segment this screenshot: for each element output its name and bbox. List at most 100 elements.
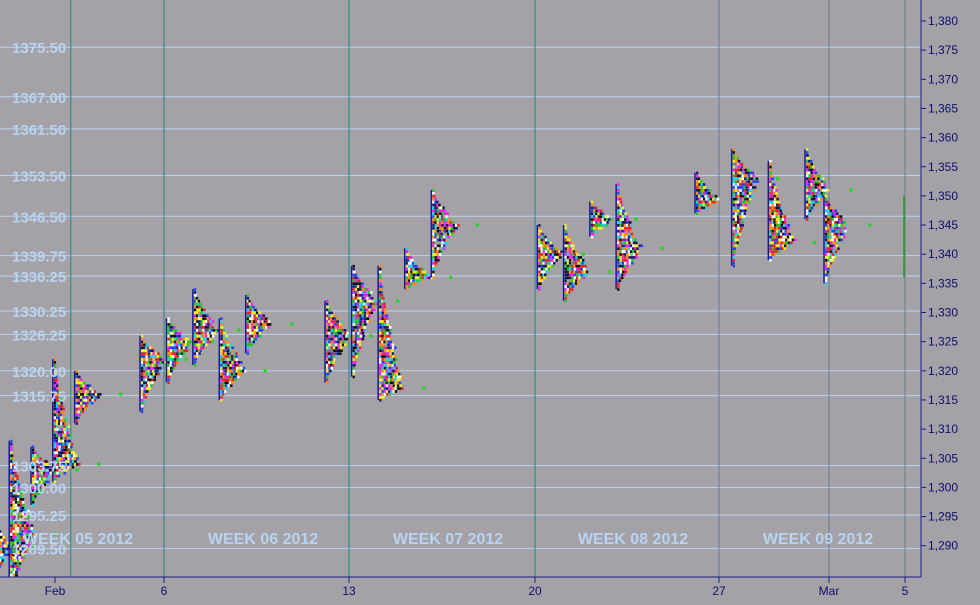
- profile-tick: [545, 239, 547, 242]
- profile-tick: [357, 349, 359, 352]
- profile-tick: [359, 341, 361, 344]
- profile-tick: [62, 419, 64, 422]
- profile-tick: [381, 352, 383, 355]
- profile-tick: [5, 551, 8, 554]
- profile-tick: [632, 247, 634, 250]
- profile-tick: [4, 559, 6, 562]
- profile-tick: [538, 285, 540, 288]
- profile-tick: [584, 265, 586, 268]
- profile-tick: [569, 279, 571, 282]
- profile-tick: [54, 440, 56, 443]
- profile-tick: [148, 373, 151, 376]
- profile-tick: [781, 224, 784, 227]
- profile-tick: [432, 247, 434, 250]
- profile-tick: [578, 274, 581, 277]
- profile-tick: [538, 224, 540, 227]
- profile-tick: [198, 326, 200, 329]
- profile-tick: [774, 236, 776, 239]
- profile-tick: [434, 253, 436, 256]
- profile-tick: [746, 174, 748, 177]
- profile-tick: [817, 183, 819, 186]
- profile-tick: [573, 259, 575, 262]
- profile-tick: [80, 405, 83, 408]
- profile-tick: [776, 198, 779, 201]
- profile-tick: [572, 285, 575, 288]
- profile-tick: [779, 242, 782, 245]
- profile-tick: [196, 344, 199, 347]
- profile-tick: [386, 367, 389, 370]
- profile-tick: [813, 198, 816, 201]
- profile-tick: [622, 233, 625, 236]
- profile-tick: [359, 312, 362, 315]
- x-tick-label: Feb: [45, 584, 66, 598]
- profile-tick: [827, 268, 829, 271]
- profile-tick: [630, 247, 632, 250]
- profile-tick: [328, 338, 331, 341]
- profile-tick: [600, 215, 603, 218]
- profile-tick: [540, 244, 542, 247]
- profile-tick: [568, 291, 570, 294]
- profile-tick: [711, 201, 713, 204]
- profile-tick: [222, 341, 224, 344]
- profile-tick: [439, 218, 442, 221]
- profile-tick: [550, 256, 553, 259]
- profile-tick: [196, 326, 198, 329]
- profile-tick: [567, 268, 570, 271]
- profile-tick: [344, 338, 347, 341]
- profile-tick: [198, 314, 200, 317]
- profile-tick: [447, 236, 449, 239]
- profile-tick: [741, 172, 743, 175]
- profile-tick: [733, 195, 736, 198]
- profile-tick: [432, 212, 435, 215]
- profile-tick: [82, 387, 85, 390]
- profile-tick: [56, 384, 58, 387]
- profile-tick: [771, 180, 773, 183]
- profile-tick: [225, 344, 228, 347]
- profile-tick: [806, 186, 808, 189]
- profile-tick: [56, 443, 58, 446]
- profile-tick: [152, 349, 154, 352]
- profile-tick: [58, 408, 60, 411]
- profile-tick: [434, 204, 436, 207]
- y-tick-label: 1,345: [928, 218, 958, 232]
- profile-tick: [754, 180, 756, 183]
- profile-tick: [58, 454, 60, 457]
- profile-tick: [337, 326, 339, 329]
- profile-tick: [225, 355, 227, 358]
- profile-tick: [624, 268, 627, 271]
- profile-tick: [180, 338, 182, 341]
- profile-tick: [703, 204, 705, 207]
- profile-tick: [626, 256, 629, 259]
- profile-tick: [827, 189, 830, 192]
- profile-tick: [783, 247, 786, 250]
- profile-tick: [390, 370, 393, 373]
- profile-tick: [776, 218, 778, 221]
- profile-tick: [17, 533, 20, 536]
- profile-tick: [544, 236, 546, 239]
- profile-tick: [10, 559, 13, 562]
- profile-tick: [326, 355, 328, 358]
- profile-tick: [225, 349, 228, 352]
- profile-tick: [624, 259, 627, 262]
- profile-tick: [249, 332, 252, 335]
- profile-tick: [247, 309, 250, 312]
- profile-tick: [379, 288, 382, 291]
- profile-tick: [434, 207, 436, 210]
- vwap-dot: [581, 252, 585, 256]
- profile-tick: [382, 312, 385, 315]
- profile-tick: [617, 256, 620, 259]
- profile-tick: [434, 236, 436, 239]
- profile-tick: [840, 233, 842, 236]
- profile-tick: [172, 332, 175, 335]
- profile-tick: [235, 358, 237, 361]
- profile-tick: [78, 379, 81, 382]
- profile-tick: [384, 320, 387, 323]
- profile-tick: [834, 221, 837, 224]
- profile-tick: [326, 352, 328, 355]
- profile-tick: [17, 527, 20, 530]
- profile-tick: [13, 571, 16, 574]
- profile-tick: [333, 344, 336, 347]
- profile-tick: [443, 221, 445, 224]
- profile-tick: [442, 212, 445, 215]
